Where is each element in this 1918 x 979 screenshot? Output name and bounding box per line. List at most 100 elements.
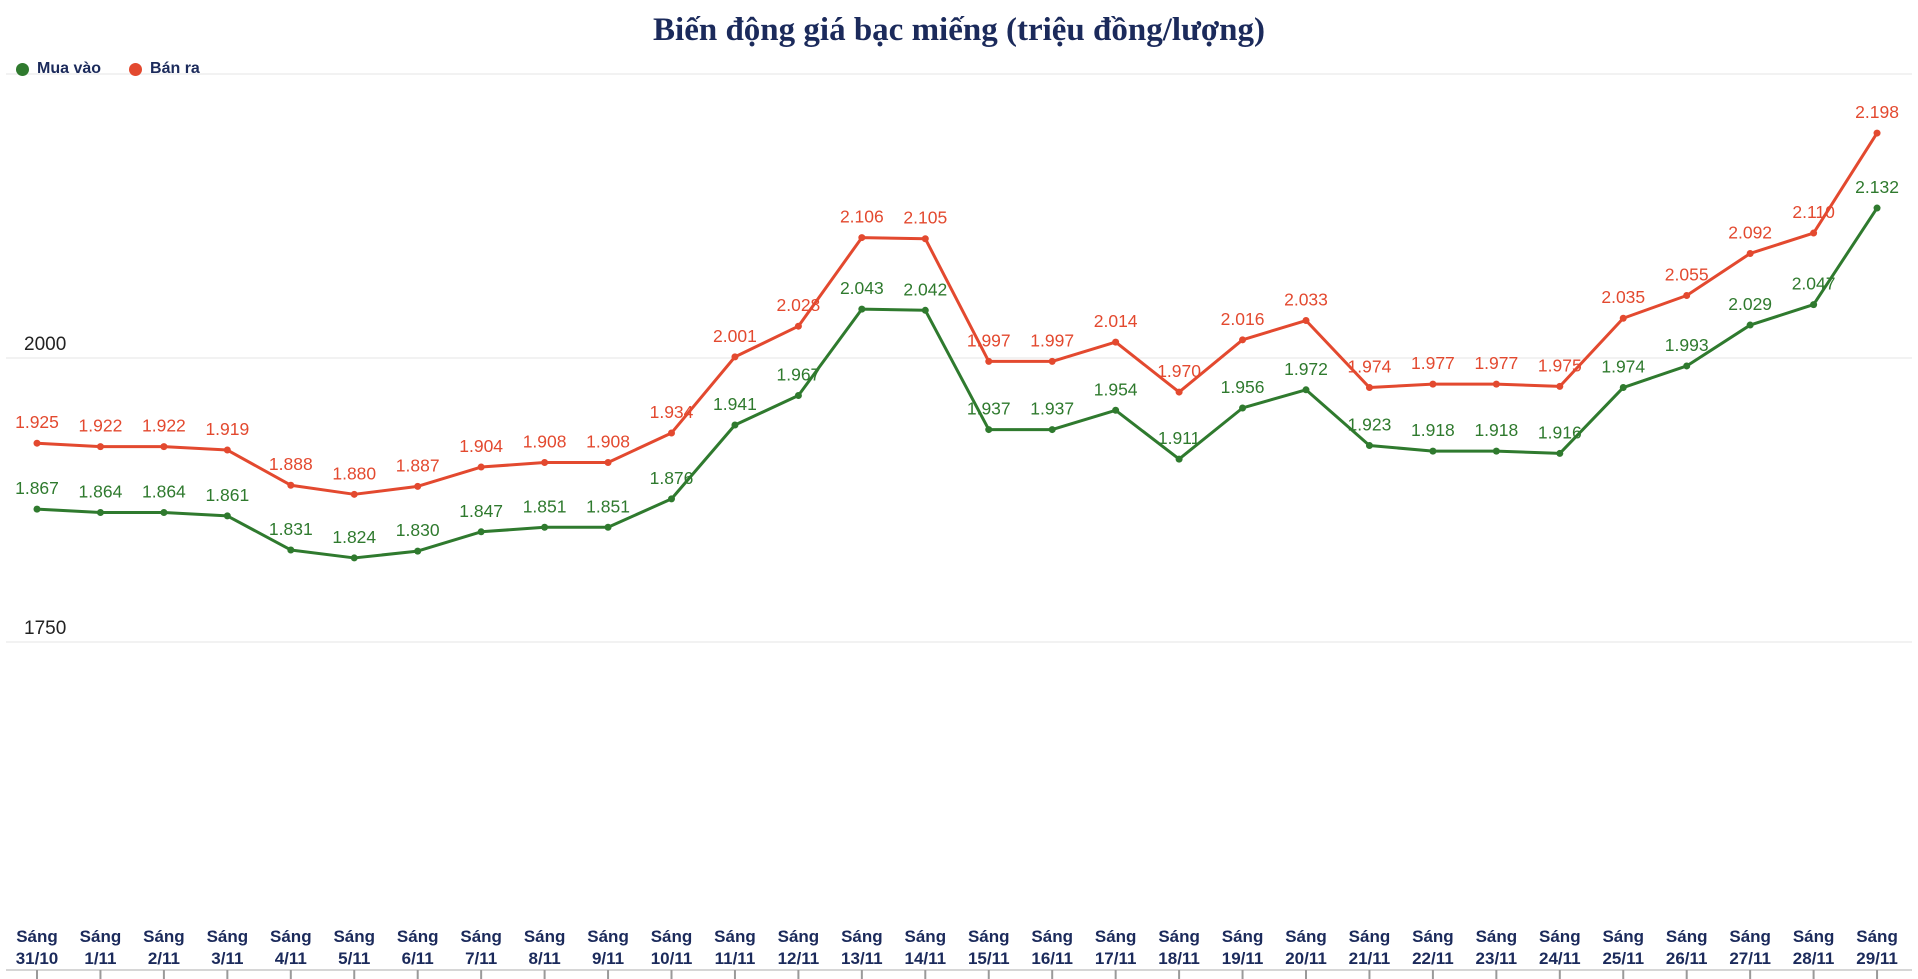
- data-point: [1683, 362, 1691, 370]
- data-point-label: 1.918: [1411, 420, 1455, 440]
- data-point: [731, 421, 739, 429]
- data-point: [858, 234, 866, 242]
- data-point-label: 1.972: [1284, 359, 1328, 379]
- x-label-prefix: Sáng: [333, 927, 375, 946]
- x-label-date: 17/11: [1095, 949, 1137, 968]
- data-point: [1365, 441, 1373, 449]
- series-line: [35, 131, 1879, 496]
- data-point-label: 2.016: [1221, 309, 1265, 329]
- x-label-prefix: Sáng: [1349, 927, 1391, 946]
- data-point: [1683, 292, 1691, 300]
- x-label-date: 16/11: [1031, 949, 1073, 968]
- x-label-date: 8/11: [529, 949, 561, 968]
- data-point-label: 1.908: [523, 432, 567, 452]
- x-label-prefix: Sáng: [841, 927, 883, 946]
- data-point-label: 1.922: [142, 416, 186, 436]
- data-point: [1556, 449, 1564, 457]
- x-label-date: 28/11: [1793, 949, 1835, 968]
- x-label-date: 14/11: [904, 949, 946, 968]
- x-label-date: 9/11: [592, 949, 624, 968]
- data-point-label: 2.043: [840, 278, 884, 298]
- x-label-prefix: Sáng: [397, 927, 439, 946]
- data-point: [1239, 404, 1247, 412]
- x-label-prefix: Sáng: [1285, 927, 1327, 946]
- x-label-prefix: Sáng: [524, 927, 566, 946]
- chart-title: Biến động giá bạc miếng (triệu đồng/lượn…: [653, 12, 1265, 48]
- data-point-label: 1.851: [523, 496, 567, 516]
- data-point-label: 1.824: [332, 527, 376, 547]
- legend-item-mua-vao[interactable]: Mua vào: [16, 60, 101, 78]
- legend-item-ban-ra[interactable]: Bán ra: [129, 60, 200, 78]
- x-label-date: 22/11: [1412, 949, 1454, 968]
- x-label-prefix: Sáng: [1539, 927, 1581, 946]
- x-label-prefix: Sáng: [1412, 927, 1454, 946]
- data-point-label: 2.029: [1728, 294, 1772, 314]
- data-point-label: 1.937: [1030, 399, 1074, 419]
- data-point: [1492, 447, 1500, 455]
- data-point-label: 1.975: [1538, 355, 1582, 375]
- data-point-label: 1.861: [205, 485, 249, 505]
- data-point-label: 1.970: [1157, 361, 1201, 381]
- data-point-label: 1.904: [459, 436, 503, 456]
- x-label-prefix: Sáng: [143, 927, 185, 946]
- data-point: [414, 482, 422, 490]
- data-point: [1175, 388, 1183, 396]
- data-point-label: 1.954: [1094, 379, 1138, 399]
- x-label-date: 4/11: [275, 949, 307, 968]
- data-point-label: 1.851: [586, 496, 630, 516]
- x-label-date: 31/10: [16, 949, 59, 968]
- data-point: [414, 547, 422, 555]
- data-point: [541, 523, 549, 531]
- data-point: [604, 523, 612, 531]
- x-label-date: 10/11: [651, 949, 693, 968]
- x-label-prefix: Sáng: [1602, 927, 1644, 946]
- x-label-prefix: Sáng: [1095, 927, 1137, 946]
- data-point: [794, 391, 802, 399]
- data-point-label: 1.922: [79, 416, 123, 436]
- x-label-date: 7/11: [465, 949, 497, 968]
- data-point: [1112, 338, 1120, 346]
- x-label-date: 13/11: [841, 949, 883, 968]
- data-point-label: 1.997: [1030, 330, 1074, 350]
- data-point-label: 1.847: [459, 501, 503, 521]
- x-label-prefix: Sáng: [1158, 927, 1200, 946]
- data-point: [1873, 129, 1881, 137]
- data-point-label: 2.047: [1792, 274, 1836, 294]
- data-point-label: 1.956: [1221, 377, 1265, 397]
- x-label-prefix: Sáng: [587, 927, 629, 946]
- gridlines: [6, 73, 1912, 643]
- data-point: [1048, 426, 1056, 434]
- data-point: [160, 508, 168, 516]
- data-point-label: 1.911: [1158, 428, 1201, 448]
- data-point: [160, 443, 168, 451]
- data-point-label: 1.997: [967, 330, 1011, 350]
- x-label-date: 26/11: [1666, 949, 1708, 968]
- navigator-axis[interactable]: [6, 969, 1912, 979]
- data-point-label: 2.001: [713, 326, 757, 346]
- x-label-date: 21/11: [1349, 949, 1391, 968]
- data-point-label: 1.887: [396, 455, 440, 475]
- data-point-label: 1.830: [396, 520, 440, 540]
- x-label-date: 11/11: [715, 949, 756, 968]
- y-axis-labels: 2000 1750: [24, 334, 66, 639]
- data-point-label: 2.055: [1665, 265, 1709, 285]
- data-point: [985, 426, 993, 434]
- y-axis-tick-label: 1750: [24, 618, 66, 639]
- data-point-label: 1.977: [1411, 353, 1455, 373]
- data-point-label: 2.042: [903, 279, 947, 299]
- data-point-label: 1.925: [15, 412, 59, 432]
- x-label-date: 19/11: [1222, 949, 1264, 968]
- x-label-date: 23/11: [1476, 949, 1518, 968]
- data-point: [477, 528, 485, 536]
- data-point: [1048, 357, 1056, 365]
- data-point: [604, 459, 612, 467]
- data-point: [921, 235, 929, 243]
- x-label-prefix: Sáng: [1476, 927, 1518, 946]
- x-label-prefix: Sáng: [1666, 927, 1708, 946]
- data-point: [668, 495, 675, 503]
- x-label-date: 24/11: [1539, 949, 1581, 968]
- data-point-label: 1.908: [586, 432, 630, 452]
- data-point-label: 1.880: [332, 463, 376, 483]
- data-point: [477, 463, 485, 471]
